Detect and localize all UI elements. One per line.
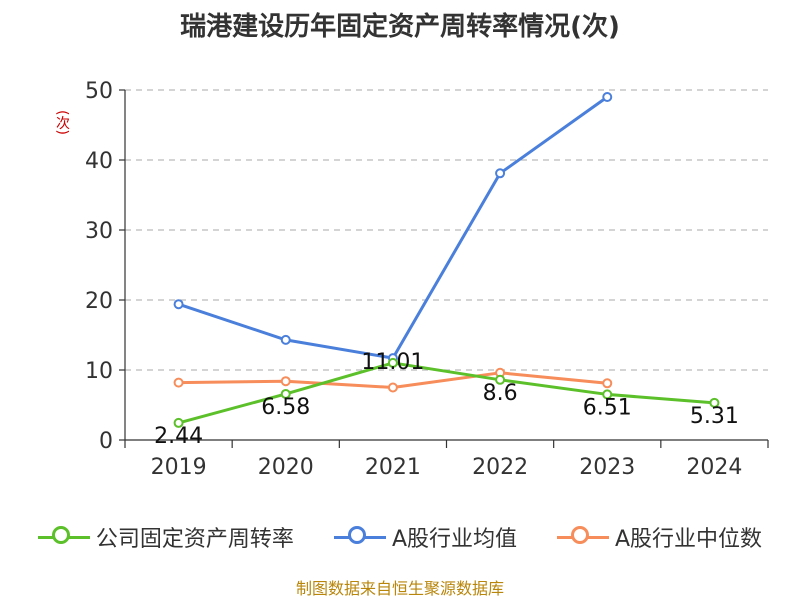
data-label: 5.31 — [690, 404, 739, 429]
data-label: 11.01 — [361, 350, 424, 375]
y-tick-label: 0 — [99, 429, 113, 454]
data-point — [280, 388, 291, 399]
x-tick-label: 2019 — [151, 455, 207, 480]
legend-item: A股行业均值 — [333, 521, 517, 553]
data-label: 6.51 — [583, 395, 632, 420]
legend-label: 公司固定资产周转率 — [95, 527, 294, 552]
data-label: 8.6 — [483, 381, 518, 406]
axes: 0 10 20 30 40 50 2019 2020 2021 2022 2023 2024 — [85, 79, 769, 480]
data-point — [495, 168, 506, 179]
series-layer — [173, 92, 720, 428]
y-axis-label: (次) — [54, 109, 70, 135]
data-point — [602, 389, 613, 400]
x-tick-label: 2022 — [472, 455, 528, 480]
legend-label: A股行业均值 — [391, 527, 517, 552]
data-point — [387, 357, 398, 368]
data-point — [602, 92, 613, 102]
legend-item: A股行业中位数 — [557, 521, 762, 553]
data-point — [387, 382, 398, 393]
legend: 公司固定资产周转率 A股行业均值 A股行业中位数 — [0, 519, 800, 555]
data-point — [173, 377, 184, 388]
data-point — [495, 374, 506, 385]
x-tick-label: 2021 — [365, 455, 421, 480]
legend-marker-icon — [557, 525, 609, 549]
source-note: 制图数据来自恒生聚源数据库 — [295, 579, 504, 598]
data-point — [173, 417, 184, 428]
legend-marker-icon — [333, 525, 386, 549]
x-tick-label: 2020 — [258, 455, 314, 480]
legend-item: 公司固定资产周转率 — [37, 521, 294, 553]
gridlines — [125, 89, 768, 371]
x-tick-label: 2023 — [579, 455, 635, 480]
data-point — [280, 376, 291, 387]
y-tick-label: 40 — [85, 149, 113, 174]
data-point — [709, 397, 720, 408]
series-line — [178, 95, 609, 360]
data-label: 2.44 — [154, 424, 203, 449]
chart-title: 瑞港建设历年固定资产周转率情况(次) — [180, 12, 620, 42]
data-label: 6.58 — [261, 395, 310, 420]
y-tick-label: 20 — [85, 289, 113, 314]
x-tick-label: 2024 — [686, 455, 742, 480]
y-tick-label: 50 — [85, 79, 113, 104]
legend-marker-icon — [37, 525, 90, 549]
data-point — [173, 299, 184, 310]
series-line — [178, 361, 715, 425]
data-point — [602, 378, 613, 389]
data-point — [280, 334, 291, 345]
legend-label: A股行业中位数 — [615, 527, 763, 552]
data-labels: 2.44 6.58 11.01 8.6 6.51 5.31 — [154, 350, 739, 449]
y-tick-label: 30 — [85, 219, 113, 244]
y-tick-label: 10 — [85, 359, 113, 384]
